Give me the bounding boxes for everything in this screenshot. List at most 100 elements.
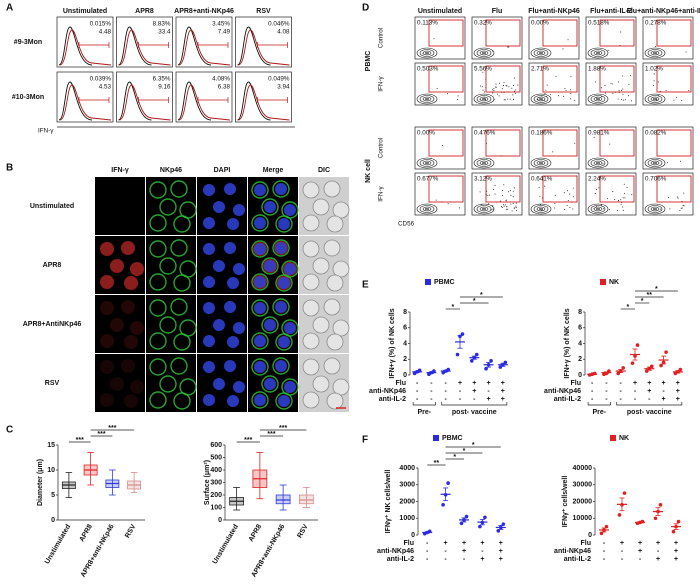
legend-label: NK (609, 279, 619, 286)
event-dot (554, 194, 556, 196)
event-dot (621, 98, 623, 100)
event-dot (515, 205, 517, 207)
contour (416, 157, 438, 169)
percent-label: 0.476% (474, 130, 496, 137)
gate (656, 65, 692, 93)
histogram-curve (59, 84, 112, 121)
cell-membrane (275, 333, 293, 351)
histogram-curve (177, 81, 212, 121)
percent-label: 3.45% (212, 21, 230, 28)
event-dot (511, 87, 513, 89)
event-dot (512, 190, 514, 192)
cell-nucleus (275, 360, 287, 372)
condition-mark: + (499, 548, 503, 555)
cell-nucleus (213, 378, 225, 390)
phase-label: post- vaccine (627, 409, 672, 416)
row-label: IFN-γ (378, 185, 385, 201)
y-tick-label: 4 (403, 340, 407, 347)
condition-mark: - (605, 396, 608, 403)
contour (533, 159, 549, 167)
cell-membrane (170, 298, 188, 316)
y-tick-label: 8 (578, 309, 582, 316)
histogram-curve (59, 29, 112, 66)
event-dot (501, 206, 503, 208)
condition-label: anti-NKp46 (377, 548, 414, 555)
x-tick-label: APR8 (79, 523, 94, 543)
column-header: Flu+anti-NKp46+anti-IL-2 (627, 8, 700, 15)
event-dot (629, 75, 631, 77)
cell-nucleus (284, 263, 296, 275)
data-point (489, 359, 493, 363)
contour (590, 49, 606, 57)
event-dot (680, 160, 682, 162)
event-dot (492, 89, 494, 91)
histogram-curve (238, 84, 290, 121)
histogram-curve (118, 26, 152, 66)
event-dot (620, 31, 622, 33)
condition-mark: - (591, 380, 594, 387)
condition-label: Flu (571, 380, 582, 387)
data-point (635, 343, 640, 347)
column-header: Merge (263, 167, 284, 174)
y-tick-label: 600 (210, 442, 222, 449)
significance-label: * (655, 286, 658, 293)
x-tick-label: RSV (124, 523, 137, 539)
event-dot (489, 194, 491, 196)
cell-nucleus (254, 335, 266, 347)
cell-membrane (251, 391, 269, 409)
contour (422, 96, 432, 102)
contour (419, 49, 435, 57)
cell-membrane (261, 198, 279, 216)
condition-mark: + (472, 380, 476, 387)
event-dot (572, 208, 574, 210)
event-dot (655, 45, 657, 47)
contour (644, 93, 666, 105)
event-dot (515, 210, 517, 212)
y-tick-label: 4 (578, 340, 582, 347)
contour (416, 203, 438, 215)
event-dot (667, 196, 669, 198)
micrograph (95, 177, 145, 235)
condition-mark: - (621, 548, 624, 555)
condition-mark: - (430, 380, 433, 387)
histogram-curve (178, 29, 231, 66)
contour (539, 161, 543, 165)
y-tick-label: 6 (578, 325, 582, 332)
cell-nucleus (227, 218, 239, 230)
event-dot (601, 87, 603, 89)
event-dot (621, 90, 623, 92)
mfi-label: 9.16 (158, 84, 171, 91)
event-dot (610, 82, 612, 84)
condition-mark: + (662, 380, 666, 387)
event-dot (482, 89, 484, 91)
event-dot (501, 205, 503, 207)
percent-label: 5.56% (474, 66, 492, 73)
histogram-curve (58, 26, 93, 66)
condition-mark: + (458, 380, 462, 387)
contour (539, 207, 543, 211)
contour (596, 97, 600, 101)
box (275, 494, 291, 505)
condition-mark: + (444, 540, 448, 547)
phase-label: Pre- (592, 409, 606, 416)
contour (419, 205, 435, 213)
cell-membrane (261, 316, 279, 334)
legend-swatch (610, 435, 616, 441)
condition-mark: + (487, 380, 491, 387)
condition-mark: - (634, 396, 637, 403)
percent-label: 0.00% (417, 130, 435, 137)
contour (590, 95, 606, 103)
event-dot (513, 99, 515, 101)
condition-mark: - (634, 388, 637, 395)
data-point (474, 352, 479, 357)
event-dot (570, 92, 572, 94)
x-tick-label: Unstimulated (212, 523, 240, 565)
gate (599, 175, 635, 203)
condition-mark: + (501, 396, 505, 403)
event-dot (574, 99, 576, 101)
cell-signal (121, 241, 135, 255)
event-dot (622, 99, 624, 101)
event-dot (566, 204, 568, 206)
panel-label: D (362, 3, 369, 14)
contour (596, 207, 600, 211)
